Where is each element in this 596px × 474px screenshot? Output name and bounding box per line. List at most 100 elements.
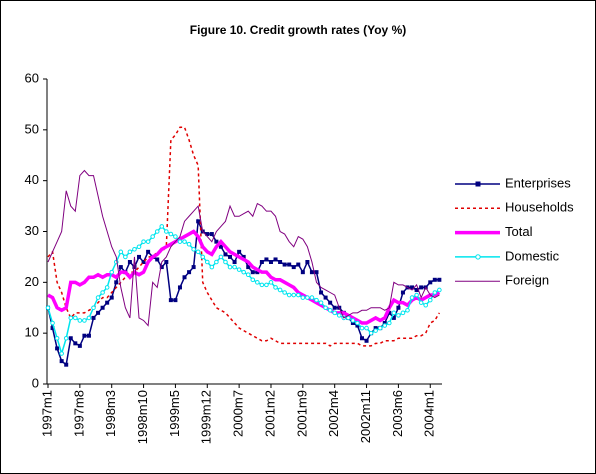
point-marker <box>346 315 351 321</box>
point-marker <box>63 335 69 341</box>
point-marker <box>432 277 437 282</box>
point-marker <box>168 231 174 237</box>
point-marker <box>359 325 365 331</box>
point-marker <box>241 269 246 275</box>
point-marker <box>387 320 392 326</box>
point-marker <box>109 295 114 300</box>
point-marker <box>132 246 137 252</box>
point-marker <box>127 249 133 255</box>
point-marker <box>118 249 124 255</box>
point-marker <box>368 330 374 336</box>
point-marker <box>145 239 151 244</box>
point-marker <box>332 305 337 310</box>
point-marker <box>95 295 101 300</box>
point-marker <box>55 346 60 351</box>
point-marker <box>400 290 405 295</box>
point-marker <box>82 318 87 323</box>
point-marker <box>336 313 342 318</box>
point-marker <box>64 362 69 367</box>
point-marker <box>300 295 306 300</box>
point-marker <box>423 302 429 308</box>
point-marker <box>236 267 242 272</box>
point-marker <box>250 270 255 275</box>
point-marker <box>214 259 219 265</box>
point-marker <box>73 341 78 346</box>
point-marker <box>432 290 438 295</box>
point-marker <box>328 300 333 305</box>
point-marker <box>364 338 369 343</box>
legend-label: Enterprises <box>505 175 571 190</box>
point-marker <box>277 287 283 293</box>
point-marker <box>73 315 78 321</box>
point-marker <box>391 310 397 316</box>
series-line <box>47 169 440 327</box>
point-marker <box>318 300 324 305</box>
point-marker <box>382 321 387 325</box>
point-marker <box>191 246 196 252</box>
y-tick-label: 20 <box>25 274 39 289</box>
point-marker <box>209 232 214 237</box>
point-marker <box>232 264 237 270</box>
point-marker <box>118 265 123 270</box>
point-marker <box>77 318 83 323</box>
point-marker <box>86 333 91 338</box>
point-marker <box>59 351 64 356</box>
y-tick-label: 30 <box>25 223 39 238</box>
point-marker <box>91 305 96 311</box>
point-marker <box>246 265 251 270</box>
point-marker <box>410 285 415 290</box>
point-marker <box>264 257 269 262</box>
point-marker <box>286 292 292 298</box>
point-marker <box>268 280 274 285</box>
point-marker <box>159 224 165 229</box>
point-marker <box>309 270 314 275</box>
point-marker <box>82 333 87 338</box>
point-marker <box>291 265 296 270</box>
point-marker <box>409 295 415 300</box>
point-marker <box>141 239 146 244</box>
point-marker <box>155 257 160 262</box>
point-marker <box>414 287 419 292</box>
point-marker <box>91 315 96 320</box>
point-marker <box>259 260 264 264</box>
point-marker <box>209 264 215 270</box>
legend-label: Households <box>505 200 574 215</box>
point-marker <box>245 272 251 278</box>
point-marker <box>96 310 101 315</box>
point-marker <box>227 264 233 270</box>
point-marker <box>418 300 424 305</box>
point-marker <box>273 285 278 290</box>
point-marker <box>382 323 388 328</box>
point-marker <box>278 260 283 264</box>
point-marker <box>109 269 115 275</box>
x-tick-label: 1998m10 <box>135 390 150 444</box>
y-tick-label: 0 <box>32 375 39 390</box>
point-marker <box>273 257 278 262</box>
point-marker <box>364 325 369 331</box>
legend-label: Total <box>505 224 533 239</box>
point-marker <box>191 265 196 270</box>
point-marker <box>150 234 155 239</box>
series-line <box>47 229 441 325</box>
point-marker <box>300 270 305 275</box>
point-marker <box>282 290 287 295</box>
point-marker <box>114 280 119 285</box>
point-marker <box>68 336 73 341</box>
point-marker <box>268 260 273 264</box>
x-tick-label: 1999m5 <box>167 390 182 437</box>
point-marker <box>419 285 424 290</box>
x-tick-label: 2001m2 <box>262 390 277 437</box>
point-marker <box>45 305 51 311</box>
point-marker <box>141 260 146 264</box>
point-marker <box>355 320 360 326</box>
point-marker <box>323 295 328 300</box>
point-marker <box>295 292 301 298</box>
point-marker <box>250 277 256 283</box>
point-marker <box>282 262 287 267</box>
x-tick-label: 2002m4 <box>326 390 341 437</box>
point-marker <box>296 262 301 267</box>
point-marker <box>232 260 237 264</box>
point-marker <box>223 252 228 257</box>
point-marker <box>50 320 55 326</box>
